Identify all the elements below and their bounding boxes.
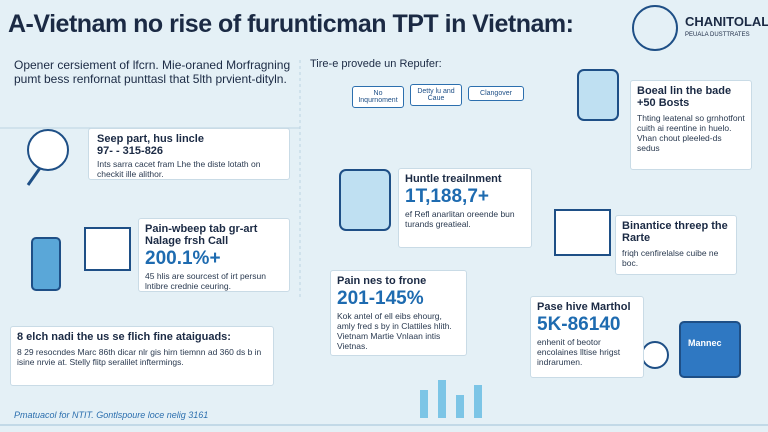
card-heading: Huntle treailnment bbox=[405, 173, 502, 185]
card-text: enhenit of beotor encolaines lltise hrig… bbox=[537, 337, 621, 367]
title: A-Vietnam no rise of furunticman TPT in … bbox=[8, 10, 574, 38]
card-heading: Seep part, hus lincle bbox=[97, 133, 204, 145]
card-heading: 8 elch nadi the us se flich fine ataigua… bbox=[17, 331, 231, 343]
card-figure: 201-145% bbox=[337, 288, 424, 309]
card-heading: Boeal lin the bade +50 Bosts bbox=[637, 85, 732, 109]
card: 8 elch nadi the us se flich fine ataigua… bbox=[10, 326, 274, 386]
card-figure: 1T,188,7+ bbox=[405, 186, 489, 207]
box-label: Mannec bbox=[688, 338, 722, 348]
card-text: Kok antel of ell eibs ehourg, amly fred … bbox=[337, 311, 452, 351]
logo-name: CHANITOLAL bbox=[685, 14, 768, 29]
card-figure: 97- - 315-826 bbox=[97, 145, 164, 157]
card: Binantice threep the Rarte friqh cenfire… bbox=[615, 215, 737, 275]
card: Pain-wbeep tab gr-art Nalage frsh Call 2… bbox=[138, 218, 290, 292]
card-text: Ints sarra cacet fram Lhe the diste lota… bbox=[97, 159, 261, 179]
card-figure: 5K-86140 bbox=[537, 314, 621, 335]
bubble: Detty lu and Caue bbox=[410, 84, 462, 106]
bubble: No Inqurnoment bbox=[352, 86, 404, 108]
bubble: Clangover bbox=[468, 86, 524, 101]
card-text: ef Refl anarlitan oreende bun turands gr… bbox=[405, 209, 515, 229]
card: Pase hive Marthol 5K-86140 enhenit of be… bbox=[530, 296, 644, 378]
card-heading: Binantice threep the Rarte bbox=[622, 220, 728, 244]
card-text: 45 hlis are sourcest of irt persun lntib… bbox=[145, 271, 266, 291]
intro: Opener cersiement of lfcrn. Mie-oraned M… bbox=[14, 58, 291, 86]
card: Seep part, hus lincle 97- - 315-826 Ints… bbox=[88, 128, 290, 180]
footer: Pmatuacol for NTIT. Gontlspoure loce nel… bbox=[14, 410, 209, 420]
card-figure: 200.1%+ bbox=[145, 248, 221, 269]
provider-heading: Tire-e provede un Repufer: bbox=[310, 58, 442, 70]
logo-tagline: PEUALA DUSTTRATES bbox=[685, 32, 750, 38]
card-text: 8 29 resocndes Marc 86th dicar nlr gis h… bbox=[17, 347, 262, 367]
card: Pain nes to frone 201-145% Kok antel of … bbox=[330, 270, 467, 356]
card: Boeal lin the bade +50 Bosts Thting leat… bbox=[630, 80, 752, 170]
card-text: Thting leatenal so grnhotfont cuith ai r… bbox=[637, 113, 745, 153]
card-heading: Pain-wbeep tab gr-art Nalage frsh Call bbox=[145, 223, 258, 247]
card-text: friqh cenfirelalse cuibe ne boc. bbox=[622, 248, 719, 268]
card-heading: Pain nes to frone bbox=[337, 275, 427, 287]
card: Huntle treailnment 1T,188,7+ ef Refl ana… bbox=[398, 168, 532, 248]
card-heading: Pase hive Marthol bbox=[537, 301, 631, 313]
